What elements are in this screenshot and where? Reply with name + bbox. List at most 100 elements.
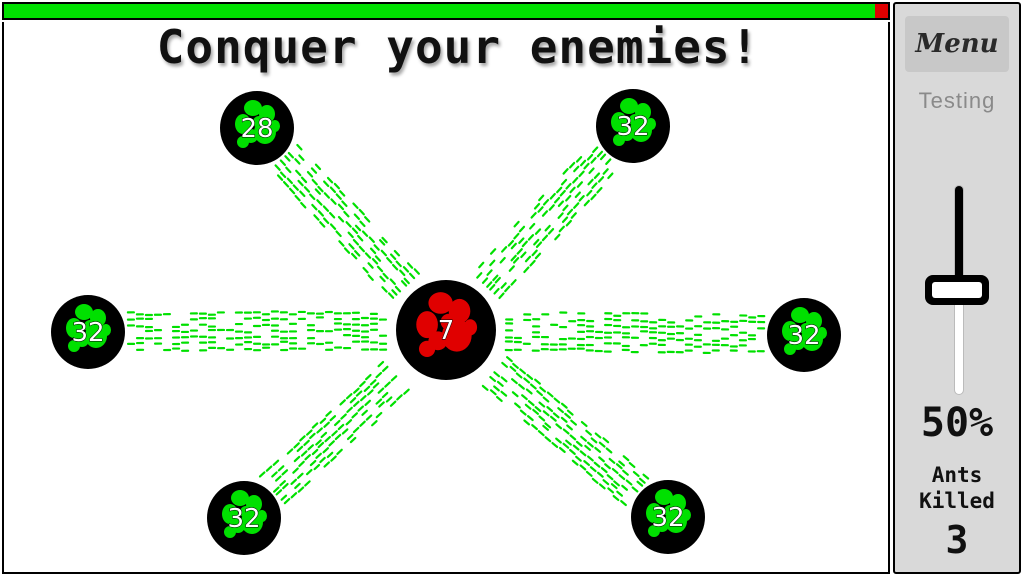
ant-icon (534, 378, 541, 385)
ant-icon (294, 482, 301, 490)
ant-icon (380, 249, 388, 257)
colony-right[interactable]: 32 (767, 298, 841, 372)
ant-icon (402, 266, 410, 273)
ant-stream-bottom-right (481, 356, 650, 507)
battlefield[interactable]: 7 28 32 32 32 32 32 (4, 22, 890, 574)
ant-icon (562, 442, 570, 449)
ant-icon (478, 261, 485, 269)
ant-icon (481, 277, 489, 284)
ant-icon (333, 182, 341, 190)
ant-icon (511, 391, 519, 398)
ant-icon (280, 494, 288, 501)
ant-icon (282, 482, 289, 490)
colony-top-left[interactable]: 28 (220, 91, 294, 165)
ant-icon (587, 178, 594, 186)
ant-icon (542, 396, 550, 403)
ant-icon (351, 227, 359, 235)
colony-bottom-right[interactable]: 32 (631, 480, 705, 554)
ant-icon (378, 239, 386, 246)
ant-icon (602, 437, 610, 444)
colony-top-right[interactable]: 32 (596, 89, 670, 163)
ant-icon (530, 212, 537, 219)
ant-icon (369, 247, 377, 255)
ant-icon (355, 390, 363, 397)
territory-progress-bar (2, 2, 890, 20)
ant-icon (367, 389, 374, 396)
ant-icon (394, 285, 402, 293)
ant-icon (638, 477, 646, 484)
ant-icon (526, 373, 534, 380)
ant-icon (615, 463, 623, 470)
ant-icon (365, 373, 372, 381)
ant-icon (349, 397, 357, 404)
ant-icon (395, 260, 402, 268)
ant-icon (333, 419, 341, 427)
ant-icon (521, 240, 528, 248)
ant-icon (315, 452, 322, 459)
ant-icon (296, 445, 304, 453)
colony-center[interactable]: 7 (396, 280, 496, 380)
ant-icon (360, 395, 367, 402)
ant-icon (319, 221, 326, 228)
ant-icon (361, 230, 369, 237)
ant-icon (396, 394, 403, 401)
ant-colony-icon (416, 292, 478, 358)
ant-icon (287, 151, 295, 159)
ant-icon (375, 411, 383, 419)
ant-stream-right (504, 311, 766, 355)
ant-icon (544, 422, 552, 429)
ant-icon (607, 487, 615, 494)
ant-icon (500, 376, 508, 383)
game-board[interactable]: 7 28 32 32 32 32 32 (2, 22, 890, 574)
ant-icon (575, 440, 583, 447)
ant-icon (282, 181, 290, 188)
ant-icon (317, 441, 325, 449)
ant-icon (381, 236, 388, 244)
ant-icon (297, 179, 304, 187)
ant-icon (363, 385, 371, 392)
ant-icon (341, 428, 349, 435)
ant-icon (618, 474, 626, 481)
ant-icon (552, 412, 560, 419)
ant-icon (524, 255, 532, 263)
ant-icon (523, 419, 531, 426)
ant-icon (300, 201, 307, 209)
ant-icon (277, 465, 285, 472)
colony-ant-count: 28 (240, 114, 273, 144)
ant-icon (354, 224, 362, 232)
ant-icon (518, 237, 525, 245)
ant-icon (390, 375, 398, 382)
send-ratio-slider-handle[interactable] (925, 275, 989, 305)
ant-icon (612, 495, 620, 502)
ant-icon (632, 470, 640, 478)
ant-icon (376, 265, 384, 273)
ant-icon (320, 431, 328, 439)
ant-icon (279, 480, 286, 487)
ant-colony-icon (66, 304, 111, 352)
ant-icon (560, 402, 568, 409)
ant-icon (590, 193, 597, 201)
ant-icon (339, 190, 346, 197)
menu-button[interactable]: Menu (905, 16, 1009, 72)
ant-icon (408, 272, 416, 280)
ant-icon (315, 439, 322, 446)
ant-icon (499, 256, 506, 264)
ant-icon (598, 483, 606, 490)
ant-icon (591, 477, 599, 484)
ant-icon (486, 269, 493, 276)
ant-icon (596, 186, 603, 194)
colony-ant-count: 32 (71, 318, 104, 348)
ant-icon (494, 276, 501, 284)
ant-icon (352, 426, 360, 434)
colony-bottom-left[interactable]: 32 (207, 481, 281, 555)
ant-icon (323, 180, 330, 188)
ant-icon (611, 467, 619, 475)
ant-stream-top-left (274, 143, 420, 299)
colony-left[interactable]: 32 (51, 295, 125, 369)
ant-icon (596, 150, 604, 158)
ant-icon (536, 390, 543, 397)
ant-icon (367, 262, 374, 269)
ant-icon (574, 191, 581, 199)
ant-icon (569, 448, 576, 455)
ant-icon (520, 251, 527, 259)
